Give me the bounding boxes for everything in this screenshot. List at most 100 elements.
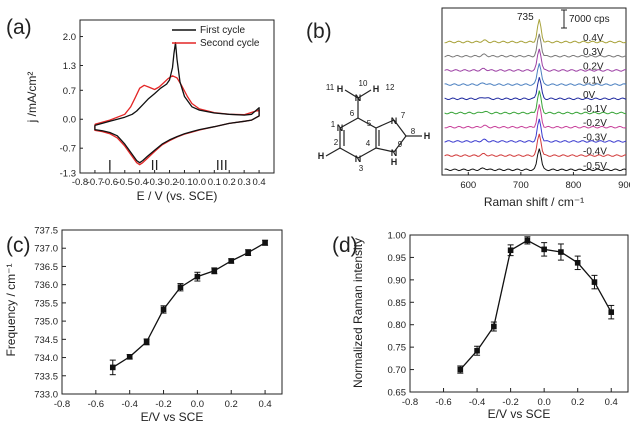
panel-a-xtick-label: 0.3: [238, 177, 251, 188]
spectrum-label: 0.1V: [583, 76, 604, 87]
raman-spectrum: [444, 48, 627, 72]
panel-c-label: (c): [6, 234, 31, 257]
num-2: 2: [334, 138, 339, 147]
atom-h2: H: [318, 151, 325, 161]
panel-b-frame: [441, 7, 627, 176]
panel-d-ytick-label: 0.75: [388, 343, 407, 354]
panel-d-xtick-label: -0.8: [402, 397, 418, 408]
raman-spectrum: [444, 33, 627, 58]
panel-d-xtick-label: 0.4: [605, 397, 618, 408]
panel-a-xtick-label: -0.8: [72, 177, 88, 188]
num-4: 4: [366, 139, 371, 148]
panel-d-plot: -0.8 -0.6 -0.4 -0.2 0.0 0.2 0.4 0.65 0.70 0.75 0.8…: [351, 231, 629, 421]
bond: [344, 89, 359, 99]
cv-series-second: [94, 75, 260, 166]
num-12: 12: [386, 83, 395, 92]
spectrum-label: -0.5V: [583, 161, 607, 172]
panel-c-xtick-label: 0.2: [225, 399, 238, 410]
bond: [393, 135, 407, 153]
atom-h8: H: [424, 131, 431, 141]
spectrum-label: 0.3V: [583, 47, 604, 58]
panel-d-point: [457, 366, 464, 373]
cv-series-first: [94, 42, 260, 164]
spectrum-label: -0.3V: [583, 132, 607, 143]
atom-n3: N: [355, 154, 362, 164]
panel-a-xtick-label: -0.2: [161, 177, 177, 188]
panel-c-point: [126, 354, 133, 360]
atom-n10: N: [355, 93, 362, 103]
panel-b-xlabel: Raman shift / cm⁻¹: [484, 195, 584, 209]
panel-a-xlabel: E / V (vs. SCE): [137, 189, 218, 203]
panel-c-point: [109, 364, 116, 371]
num-11: 11: [326, 83, 335, 92]
panel-a-xtick-label: -0.5: [117, 177, 133, 188]
panel-c-ytick-label: 734.5: [34, 335, 58, 346]
panel-c-ytick-label: 735.5: [34, 298, 58, 309]
panel-a-ytick-label: -0.7: [60, 144, 76, 155]
panel-d-ytick-label: 0.95: [388, 253, 407, 264]
panel-c-xtick-label: -0.6: [88, 399, 104, 410]
panel-c-xlabel: E/V vs SCE: [141, 410, 204, 421]
raman-spectrum: [444, 19, 627, 44]
panel-c-point: [177, 284, 184, 291]
panel-c-point: [262, 239, 268, 246]
raman-spectrum: [444, 148, 627, 172]
panel-c-ylabel: Frequency / cm⁻¹: [4, 263, 18, 356]
panel-c-point: [228, 258, 235, 264]
num-10: 10: [359, 79, 368, 88]
raman-spectrum: [444, 63, 627, 86]
panel-a-ytick-label: 1.3: [63, 61, 76, 72]
panel-d-point: [608, 309, 615, 315]
panel-c-xtick-label: -0.8: [54, 399, 70, 410]
panel-d-ylabel: Normalized Raman intensity: [351, 238, 365, 388]
panel-c-ytick-label: 736.0: [34, 280, 58, 291]
panel-a-ylabel: j /mA/cm²: [25, 72, 39, 124]
panel-d-ytick-label: 0.85: [388, 298, 407, 309]
num-3: 3: [359, 164, 364, 173]
bond: [357, 147, 377, 159]
panel-d-point: [591, 279, 598, 285]
panel-a-ytick-label: 2.0: [63, 32, 76, 43]
peak-label-735: 735: [517, 12, 534, 23]
bond: [393, 119, 407, 137]
panel-a-plot: -0.8-0.7-0.6-0.5-0.4-0.3-0.2-0.1 0.0 0.1 0.…: [25, 19, 275, 203]
panel-d-xtick-label: 0.0: [538, 397, 551, 408]
panel-d-label: (d): [332, 234, 358, 257]
atom-n1: N: [337, 123, 344, 133]
spectrum-label: 0.4V: [583, 33, 604, 44]
panel-d-point: [507, 247, 514, 254]
panel-c-ytick-label: 736.5: [34, 262, 58, 273]
panel-c-ytick-label: 734.0: [34, 353, 58, 364]
num-5: 5: [367, 119, 372, 128]
spectrum-label: -0.4V: [583, 147, 607, 158]
panel-a-ytick-label: 0.7: [63, 86, 76, 97]
panel-c-plot: -0.8 -0.6 -0.4 -0.2 0.0 0.2 0.4 733.0 733.5 734.0…: [4, 226, 283, 421]
panel-a-ytick-label: 0.0: [63, 115, 76, 126]
panel-a-xtick-label: -0.1: [176, 177, 192, 188]
panel-d-xtick-label: 0.2: [571, 397, 584, 408]
panel-c-ytick-label: 735.0: [34, 317, 58, 328]
panel-b-xtick-label: 800: [565, 180, 581, 191]
atom-h11: H: [337, 84, 344, 94]
panel-a-xtick-label: -0.3: [146, 177, 162, 188]
num-8: 8: [411, 127, 416, 136]
atom-h9: H: [391, 157, 398, 167]
panel-d-point: [574, 260, 581, 266]
panel-c-point: [143, 339, 150, 345]
panel-a-xtick-label: 0.0: [193, 177, 206, 188]
num-1: 1: [331, 120, 336, 129]
raman-spectrum: [444, 77, 627, 101]
spectrum-label: 0.2V: [583, 61, 604, 72]
panel-d-xtick-label: -0.2: [502, 397, 518, 408]
panel-b-xtick-label: 600: [460, 180, 476, 191]
panel-a-label: (a): [6, 16, 32, 39]
panel-d-frame: [409, 234, 629, 393]
panel-b-xtick-label: 700: [513, 180, 529, 191]
raman-spectrum: [444, 90, 627, 115]
panel-c-ytick-label: 733.5: [34, 371, 58, 382]
legend-second-cycle: Second cycle: [200, 38, 260, 49]
raman-spectrum: [444, 118, 627, 143]
bond: [339, 117, 359, 129]
raman-spectrum: [444, 133, 627, 157]
